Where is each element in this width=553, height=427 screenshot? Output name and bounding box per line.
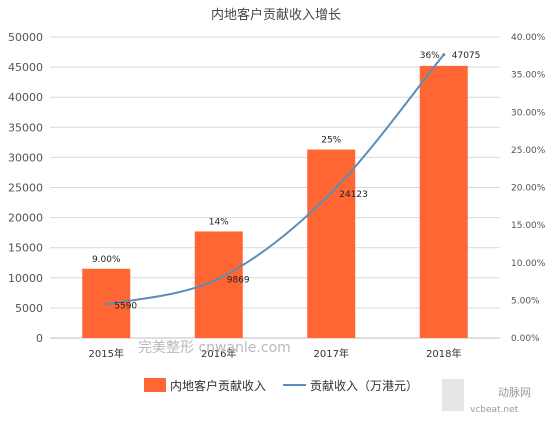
watermark-logo-icon [442, 379, 464, 411]
right-tick-label: 0.00% [511, 334, 540, 344]
category-label: 2016年 [201, 347, 236, 360]
category-label: 2017年 [314, 347, 349, 360]
category-label: 2015年 [89, 347, 124, 360]
left-tick-label: 20000 [8, 212, 43, 225]
left-axis-ticks: 0 5000 10000 15000 20000 25000 30000 35000 40000… [8, 31, 43, 345]
watermark-corner-sub: vcbeat.net [470, 405, 519, 415]
right-tick-label: 10.00% [511, 259, 546, 269]
line-data-label: 47075 [452, 51, 481, 61]
line-point [217, 277, 221, 281]
watermark-center: 完美整形 cnwanle.com [138, 340, 291, 356]
right-tick-label: 25.00% [511, 146, 546, 156]
bar-data-label: 14% [209, 217, 229, 227]
left-tick-label: 0 [36, 332, 43, 345]
left-tick-label: 25000 [8, 182, 43, 195]
bar [307, 149, 356, 338]
category-labels: 2015年 2016年 2017年 2018年 [89, 347, 462, 360]
watermark-corner-text: 动脉网 [498, 385, 531, 399]
chart-title: 内地客户贡献收入增长 [211, 7, 341, 23]
right-tick-label: 20.00% [511, 184, 546, 194]
line-data-label: 5590 [114, 301, 137, 311]
legend-swatch-bar [144, 378, 166, 392]
left-tick-label: 45000 [8, 61, 43, 74]
legend-label-line: 贡献收入（万港元） [310, 378, 418, 393]
bar-data-label: 25% [321, 136, 341, 146]
line-point [442, 53, 446, 57]
data-labels: 9.00% 14% 25% 36% 5590 9869 24123 47075 [92, 51, 480, 311]
right-tick-label: 15.00% [511, 221, 546, 231]
left-tick-label: 30000 [8, 151, 43, 164]
watermark-corner: 动脉网 vcbeat.net [442, 379, 531, 415]
right-tick-label: 35.00% [511, 71, 546, 81]
legend-label-bar: 内地客户贡献收入 [170, 378, 266, 393]
legend: 内地客户贡献收入 贡献收入（万港元） [144, 378, 418, 393]
left-tick-label: 35000 [8, 121, 43, 134]
line-path [106, 53, 445, 306]
left-tick-label: 5000 [15, 302, 43, 315]
line-series [104, 53, 446, 306]
left-tick-label: 15000 [8, 242, 43, 255]
right-tick-label: 5.00% [511, 296, 540, 306]
line-data-label: 24123 [339, 190, 368, 200]
category-label: 2018年 [426, 347, 461, 360]
line-point [329, 191, 333, 195]
right-axis-ticks: 0.00% 5.00% 10.00% 15.00% 20.00% 25.00% 30.00%… [511, 33, 546, 344]
line-point [104, 302, 108, 306]
bar-series [82, 65, 468, 339]
right-tick-label: 40.00% [511, 33, 546, 43]
left-tick-label: 50000 [8, 31, 43, 44]
left-tick-label: 10000 [8, 272, 43, 285]
right-tick-label: 30.00% [511, 108, 546, 118]
left-tick-label: 40000 [8, 91, 43, 104]
bar-data-label: 9.00% [92, 255, 121, 265]
line-data-label: 9869 [227, 276, 250, 286]
bar-data-label: 36% [420, 51, 440, 61]
bar [419, 65, 468, 339]
